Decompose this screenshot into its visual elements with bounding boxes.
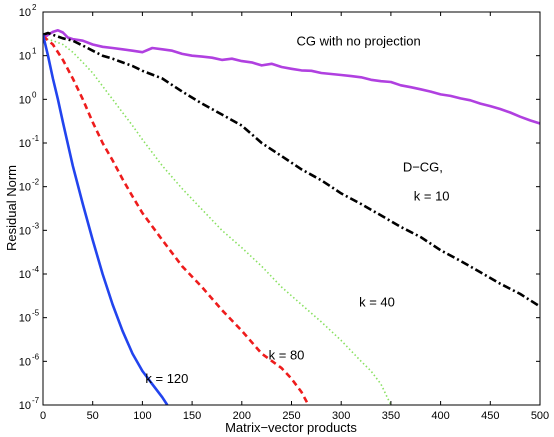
y-tick-exponent-6: -1 bbox=[32, 134, 40, 143]
x-tick-label-2: 100 bbox=[133, 410, 151, 422]
series-line-0 bbox=[43, 29, 540, 125]
x-tick-label-1: 50 bbox=[87, 410, 99, 422]
plot-frame bbox=[42, 11, 541, 406]
y-tick-label-1: 10 bbox=[19, 356, 31, 368]
series-line-2 bbox=[43, 37, 392, 405]
x-tick-label-10: 500 bbox=[531, 410, 549, 422]
y-tick-label-3: 10 bbox=[19, 269, 31, 281]
y-tick-label-8: 10 bbox=[19, 51, 31, 63]
y-tick-exponent-9: 2 bbox=[32, 3, 37, 12]
annotation-k120: k = 120 bbox=[145, 371, 188, 386]
y-axis-label: Residual Norm bbox=[4, 165, 19, 251]
x-tick-label-8: 400 bbox=[431, 410, 449, 422]
y-tick-exponent-0: -7 bbox=[32, 396, 40, 405]
annotation-k80: k = 80 bbox=[269, 348, 305, 363]
x-tick-label-3: 150 bbox=[183, 410, 201, 422]
x-tick-label-5: 250 bbox=[282, 410, 300, 422]
annotation-cg: CG with no projection bbox=[296, 34, 420, 49]
annotation-k40: k = 40 bbox=[359, 295, 395, 310]
annotation-dcg1: D−CG, bbox=[403, 160, 443, 175]
series-line-3 bbox=[43, 35, 310, 405]
y-tick-label-4: 10 bbox=[19, 225, 31, 237]
y-tick-label-5: 10 bbox=[19, 182, 31, 194]
y-tick-label-0: 10 bbox=[19, 400, 31, 412]
x-tick-label-0: 0 bbox=[40, 410, 46, 422]
y-tick-label-9: 10 bbox=[19, 7, 31, 19]
y-tick-exponent-3: -4 bbox=[32, 265, 40, 274]
y-tick-label-6: 10 bbox=[19, 138, 31, 150]
x-tick-label-9: 450 bbox=[481, 410, 499, 422]
y-tick-label-2: 10 bbox=[19, 313, 31, 325]
x-tick-label-6: 300 bbox=[332, 410, 350, 422]
y-tick-exponent-4: -3 bbox=[32, 221, 40, 230]
y-tick-exponent-2: -5 bbox=[32, 309, 40, 318]
y-tick-exponent-7: 0 bbox=[32, 90, 37, 99]
x-tick-label-4: 200 bbox=[233, 410, 251, 422]
y-tick-exponent-8: 1 bbox=[32, 47, 37, 56]
y-tick-label-7: 10 bbox=[19, 94, 31, 106]
series-line-4 bbox=[43, 34, 169, 405]
annotation-dcg2: k = 10 bbox=[414, 189, 450, 204]
y-tick-exponent-5: -2 bbox=[32, 178, 40, 187]
x-tick-label-7: 350 bbox=[382, 410, 400, 422]
series-line-1 bbox=[43, 31, 540, 308]
y-tick-exponent-1: -6 bbox=[32, 352, 40, 361]
x-axis-label: Matrix−vector products bbox=[225, 420, 357, 435]
